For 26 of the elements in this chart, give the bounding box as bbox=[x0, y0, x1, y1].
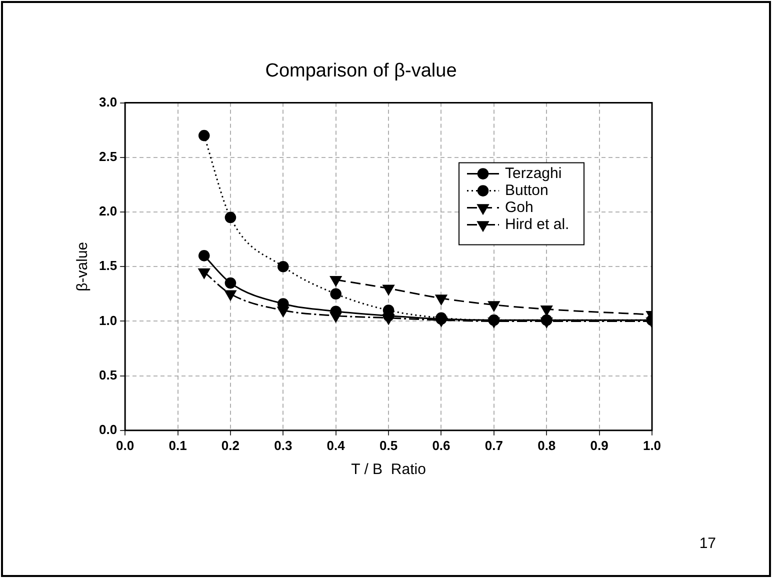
x-tick-label: 1.0 bbox=[642, 438, 662, 453]
y-tick-label: 0.5 bbox=[98, 367, 118, 382]
x-tick-label: 0.6 bbox=[432, 438, 450, 453]
x-tick-label: 0.4 bbox=[326, 438, 346, 453]
y-tick-label: 0.0 bbox=[98, 422, 118, 437]
y-tick-label: 1.5 bbox=[98, 258, 118, 274]
legend-label: Button bbox=[505, 182, 548, 199]
legend-label: Hird et al. bbox=[505, 216, 570, 233]
x-tick-label: 0.5 bbox=[379, 438, 398, 453]
chart-title: Comparison of β-value bbox=[265, 60, 457, 82]
y-tick-label: 2.0 bbox=[98, 204, 118, 219]
x-tick-label: 0.0 bbox=[116, 438, 134, 453]
legend-label: Terzaghi bbox=[505, 164, 562, 182]
x-axis-title: T / B Ratio bbox=[351, 461, 426, 478]
x-tick-label: 0.1 bbox=[168, 438, 187, 453]
y-tick-label: 1.0 bbox=[98, 312, 118, 328]
text: 17 bbox=[699, 535, 716, 552]
x-tick-label: 0.9 bbox=[590, 438, 608, 453]
x-tick-label: 0.7 bbox=[484, 438, 503, 453]
x-tick-label: 0.3 bbox=[274, 438, 292, 453]
legend-label: Goh bbox=[505, 198, 534, 216]
y-tick-label: 3.0 bbox=[98, 94, 118, 110]
x-tick-label: 0.8 bbox=[538, 438, 556, 453]
y-tick-label: 2.5 bbox=[98, 148, 118, 164]
x-tick-label: 0.2 bbox=[221, 438, 240, 453]
y-axis-title: β-value bbox=[74, 242, 92, 292]
